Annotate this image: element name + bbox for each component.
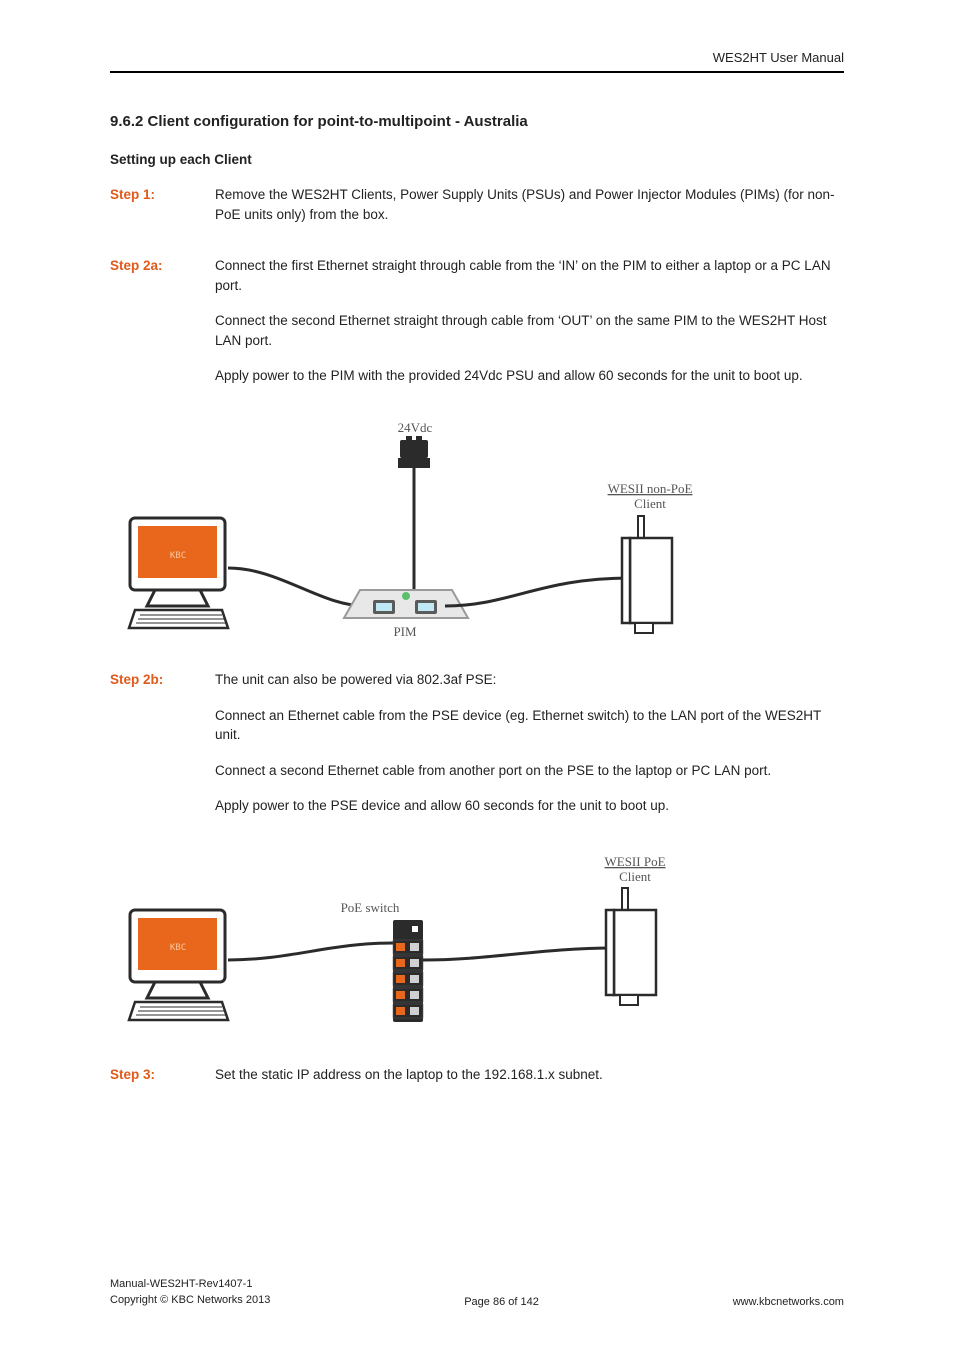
- diagram1-client-label-2: Client: [634, 496, 666, 511]
- step-2b-text-2: Connect an Ethernet cable from the PSE d…: [215, 706, 844, 745]
- pc-icon: KBC: [129, 518, 228, 628]
- step-3: Step 3: Set the static IP address on the…: [110, 1065, 844, 1101]
- diagram2-switch-label: PoE switch: [341, 900, 400, 915]
- step-2a-text-3: Apply power to the PIM with the provided…: [215, 366, 844, 386]
- step-2b-text-3: Connect a second Ethernet cable from ano…: [215, 761, 844, 781]
- step-2b-label: Step 2b:: [110, 670, 215, 690]
- step-2a-text-2: Connect the second Ethernet straight thr…: [215, 311, 844, 350]
- psu-icon: [398, 436, 430, 593]
- client-device-icon: [622, 516, 672, 633]
- step-2a: Step 2a: Connect the first Ethernet stra…: [110, 256, 844, 402]
- step-2a-text-1: Connect the first Ethernet straight thro…: [215, 256, 844, 295]
- diagram1-psu-label: 24Vdc: [398, 420, 433, 435]
- svg-text:KBC: KBC: [170, 551, 186, 561]
- diagram-pim-setup: 24Vdc WESII non-PoE Client PIM KBC: [110, 418, 844, 648]
- poe-switch-icon: [393, 920, 423, 1022]
- pim-icon: [344, 590, 468, 618]
- step-2a-label: Step 2a:: [110, 256, 215, 276]
- diagram1-pim-label: PIM: [393, 624, 417, 639]
- section-title-text: Client configuration for point-to-multip…: [148, 113, 528, 130]
- diagram1-client-label-1: WESII non-PoE: [608, 481, 693, 496]
- step-1-label: Step 1:: [110, 185, 215, 205]
- client-device-icon: [606, 888, 656, 1005]
- step-1: Step 1: Remove the WES2HT Clients, Power…: [110, 185, 844, 240]
- diagram2-client-label-2: Client: [619, 869, 651, 884]
- section-number: 9.6.2: [110, 113, 143, 130]
- step-2b: Step 2b: The unit can also be powered vi…: [110, 670, 844, 832]
- footer-url: www.kbcnetworks.com: [733, 1296, 844, 1308]
- header-rule: [110, 71, 844, 73]
- step-3-label: Step 3:: [110, 1065, 215, 1085]
- diagram2-client-label-1: WESII PoE: [604, 854, 665, 869]
- step-2b-text-4: Apply power to the PSE device and allow …: [215, 796, 844, 816]
- section-heading: 9.6.2 Client configuration for point-to-…: [110, 113, 844, 130]
- running-header: WES2HT User Manual: [110, 50, 844, 71]
- page-footer: Manual-WES2HT-Rev1407-1 Copyright © KBC …: [110, 1277, 844, 1308]
- step-1-text: Remove the WES2HT Clients, Power Supply …: [215, 185, 844, 224]
- footer-doc-id: Manual-WES2HT-Rev1407-1: [110, 1277, 270, 1292]
- pc-icon: KBC: [129, 910, 228, 1020]
- step-2b-text-1: The unit can also be powered via 802.3af…: [215, 670, 844, 690]
- footer-copyright: Copyright © KBC Networks 2013: [110, 1293, 270, 1308]
- step-3-text: Set the static IP address on the laptop …: [215, 1065, 844, 1085]
- footer-page: Page 86 of 142: [464, 1296, 539, 1308]
- diagram-poe-setup: PoE switch WESII PoE Client KBC: [110, 848, 844, 1043]
- section-subhead: Setting up each Client: [110, 152, 844, 167]
- svg-text:KBC: KBC: [170, 943, 186, 953]
